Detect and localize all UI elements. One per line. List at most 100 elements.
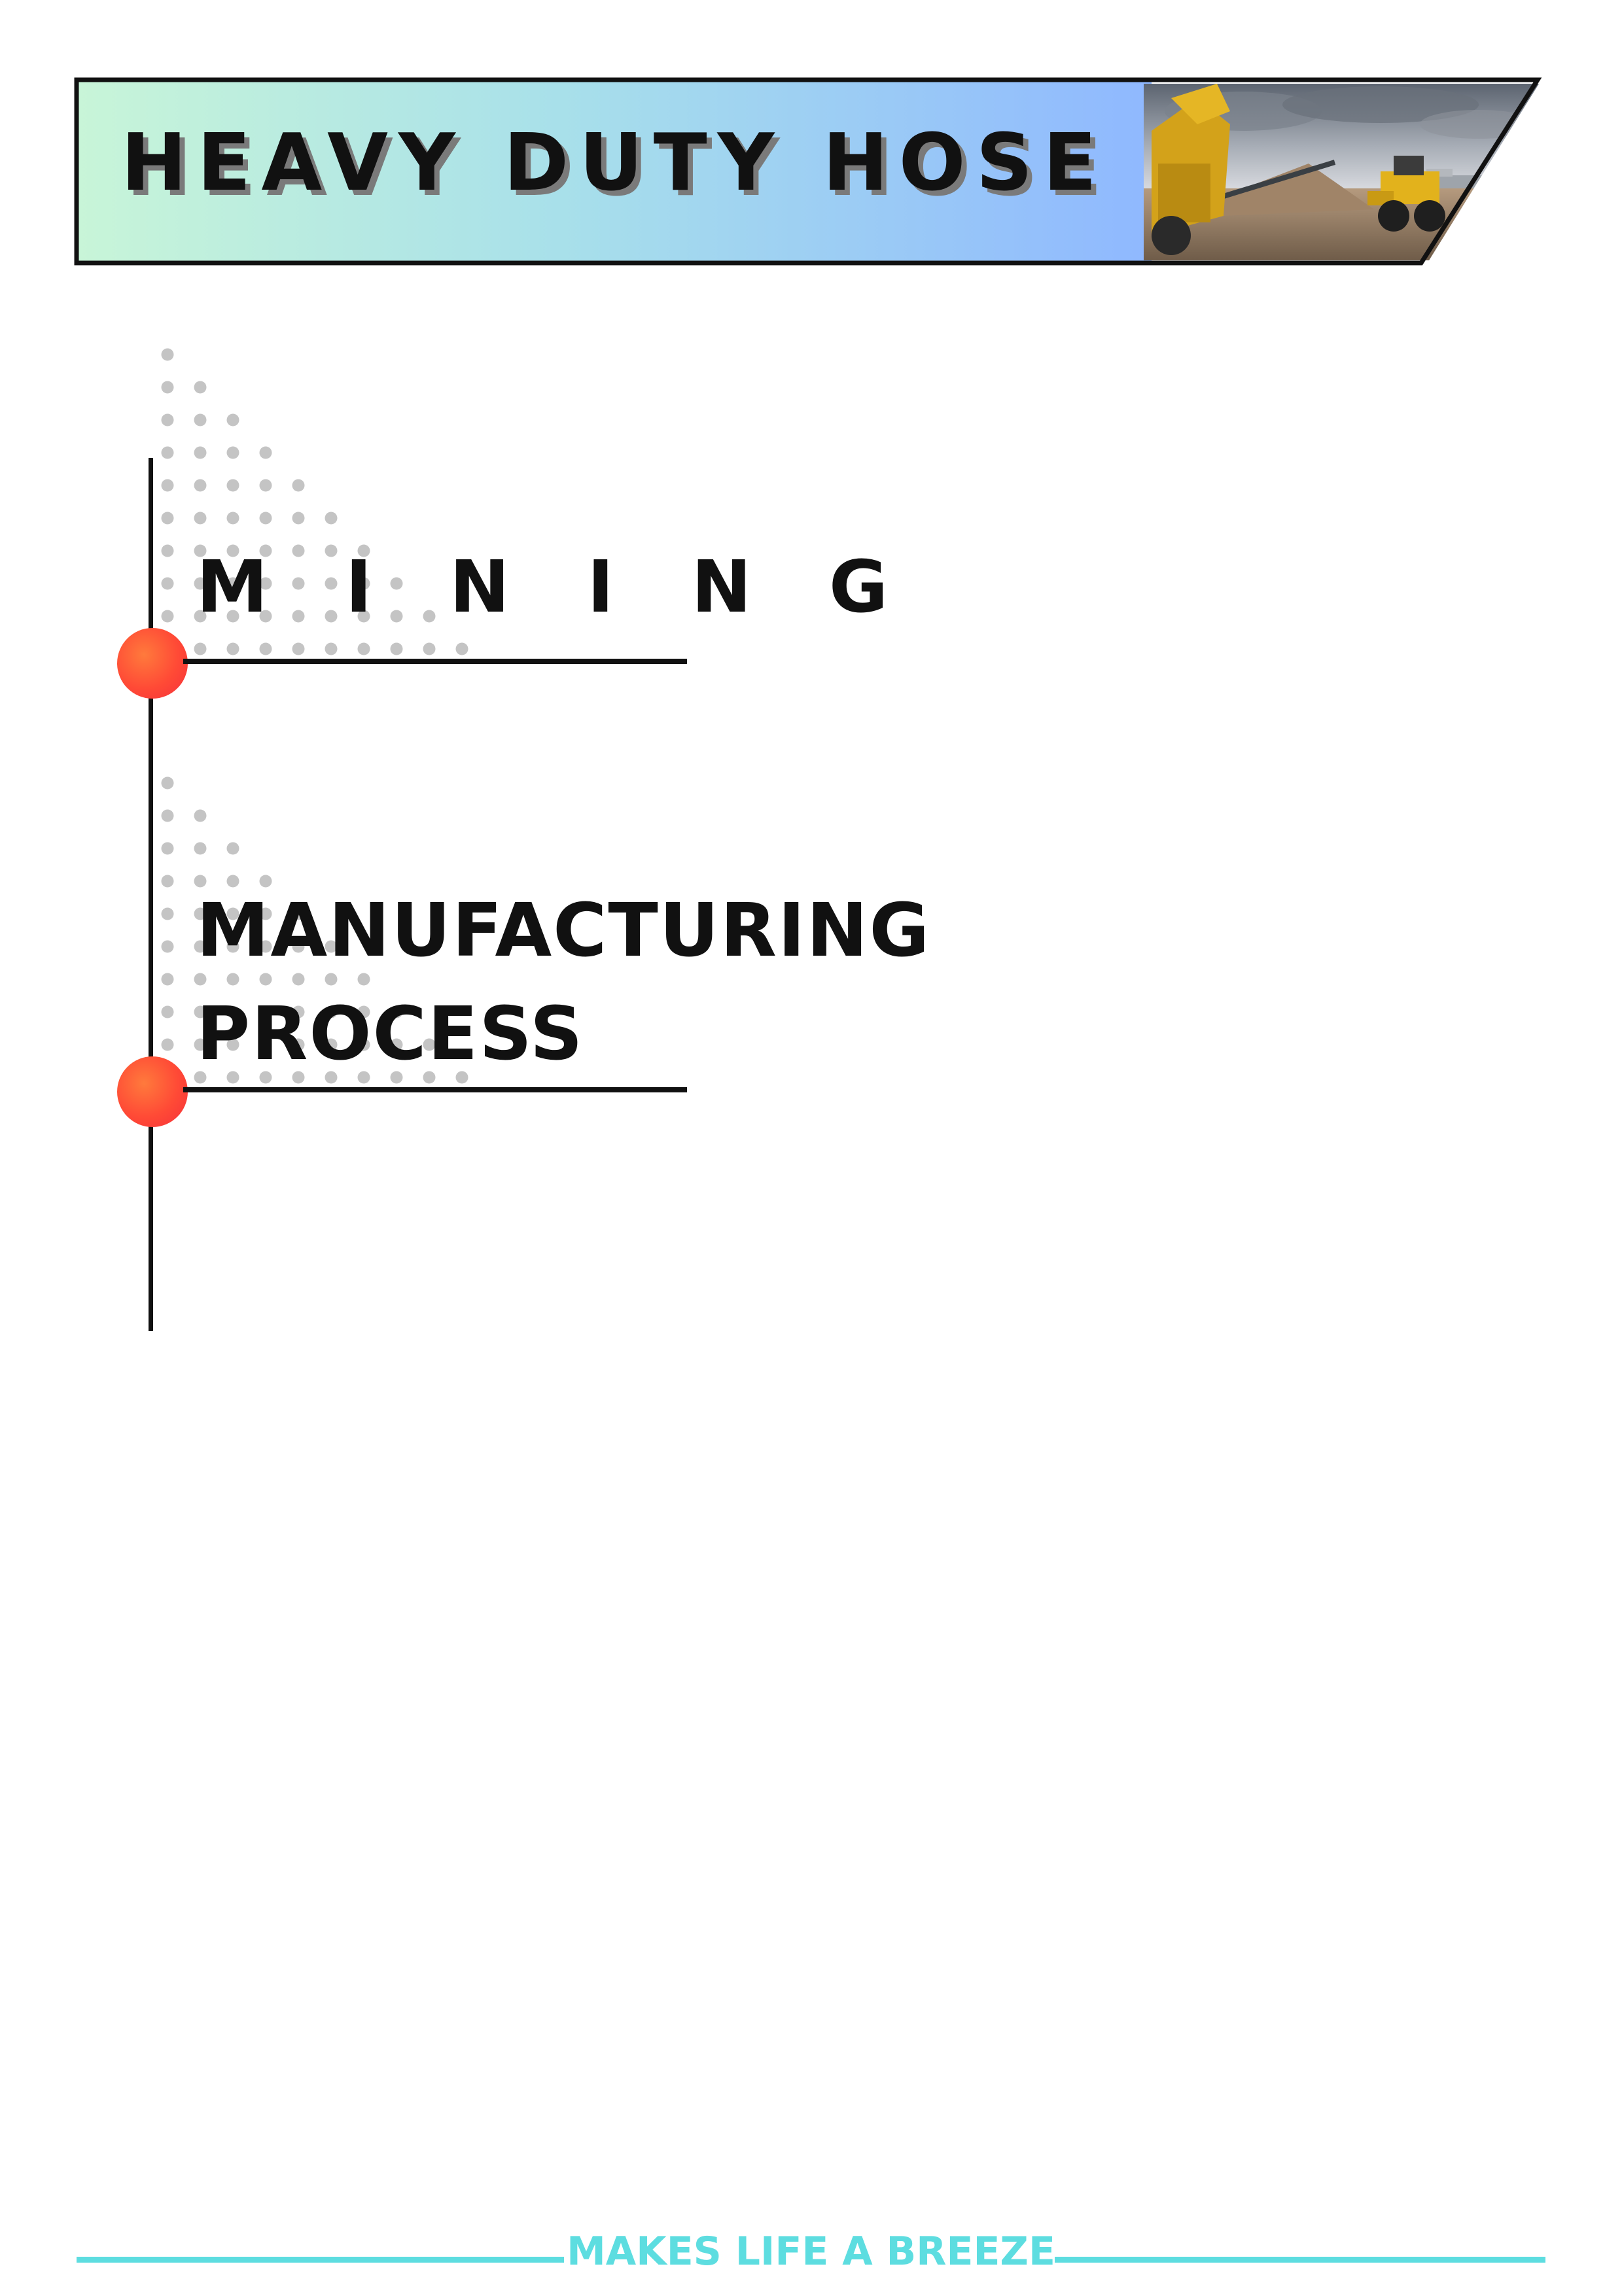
pattern-dot: [161, 610, 174, 623]
pattern-dot: [194, 842, 207, 855]
pattern-dot: [325, 1005, 338, 1018]
section-title-line-2: PROCESS: [196, 992, 584, 1077]
pattern-dot: [194, 413, 207, 426]
pattern-dot: [259, 1038, 272, 1051]
pattern-dot: [357, 1038, 370, 1051]
pattern-dot: [226, 642, 239, 655]
pattern-dot: [226, 1071, 239, 1084]
pattern-dot: [292, 940, 305, 953]
pattern-dot: [161, 479, 174, 492]
section-title-mining: M I N I N G: [196, 545, 915, 629]
pattern-dot: [357, 577, 370, 590]
pattern-dot: [161, 907, 174, 920]
page-title: HEAVY DUTY HOSE: [121, 118, 1108, 209]
section-rule-manufacturing: [183, 1087, 687, 1092]
pattern-dot: [194, 907, 207, 920]
pattern-dot: [292, 512, 305, 525]
pattern-dot: [357, 610, 370, 623]
pattern-dot: [325, 642, 338, 655]
pattern-dot: [226, 907, 239, 920]
pattern-dot: [325, 1038, 338, 1051]
pattern-dot: [259, 1071, 272, 1084]
pattern-dot: [292, 973, 305, 986]
pattern-dot: [455, 642, 468, 655]
pattern-dot: [357, 544, 370, 557]
pattern-dot: [390, 1038, 403, 1051]
pattern-dot: [226, 1005, 239, 1018]
pattern-dot: [325, 1071, 338, 1084]
pattern-dot: [194, 544, 207, 557]
pattern-dot: [455, 1071, 468, 1084]
pattern-dot: [226, 973, 239, 986]
pattern-dot: [226, 940, 239, 953]
pattern-dot: [423, 1038, 436, 1051]
pattern-dot: [259, 940, 272, 953]
pattern-dot: [325, 512, 338, 525]
timeline-marker-manufacturing: [117, 1056, 188, 1127]
pattern-dot: [226, 610, 239, 623]
pattern-dot: [194, 512, 207, 525]
pattern-dot: [161, 446, 174, 459]
construction-site-photo: [1144, 84, 1539, 260]
pattern-dot: [325, 610, 338, 623]
pattern-dot: [292, 1005, 305, 1018]
pattern-dot: [194, 479, 207, 492]
timeline-line: [149, 458, 153, 1331]
pattern-dot: [226, 544, 239, 557]
timeline-marker-mining: [117, 628, 188, 699]
pattern-dot: [292, 1038, 305, 1051]
pattern-dot: [161, 875, 174, 888]
pattern-dot: [194, 1071, 207, 1084]
pattern-dot: [161, 973, 174, 986]
pattern-dot: [423, 1071, 436, 1084]
dot-pattern-manufacturing: [161, 776, 468, 1084]
section-title-manufacturing: MANUFACTURING PROCESS: [196, 879, 930, 1086]
pattern-dot: [390, 642, 403, 655]
pattern-dot: [194, 973, 207, 986]
pattern-dot: [194, 642, 207, 655]
pattern-dot: [292, 479, 305, 492]
pattern-dot: [390, 610, 403, 623]
pattern-dot: [194, 1005, 207, 1018]
pattern-dot: [161, 577, 174, 590]
pattern-dot: [390, 577, 403, 590]
pattern-dot: [194, 446, 207, 459]
pattern-dot: [292, 907, 305, 920]
pattern-dot: [325, 940, 338, 953]
pattern-dot: [325, 973, 338, 986]
pattern-dot: [161, 413, 174, 426]
pattern-dot: [259, 973, 272, 986]
dot-pattern-mining: [161, 348, 468, 655]
pattern-dot: [161, 1038, 174, 1051]
pattern-dot: [325, 577, 338, 590]
pattern-dot: [259, 479, 272, 492]
pattern-dot: [226, 577, 239, 590]
header-banner: HEAVY DUTY HOSE: [0, 0, 1622, 275]
pattern-dot: [226, 875, 239, 888]
pattern-dot: [194, 1038, 207, 1051]
pattern-dot: [194, 875, 207, 888]
section-title-line-1: MANUFACTURING: [196, 888, 931, 973]
pattern-dot: [259, 512, 272, 525]
pattern-dot: [226, 512, 239, 525]
pattern-dot: [259, 610, 272, 623]
pattern-dot: [357, 1005, 370, 1018]
pattern-dot: [161, 348, 174, 361]
pattern-dot: [161, 842, 174, 855]
pattern-dot: [390, 1071, 403, 1084]
pattern-dot: [161, 809, 174, 822]
pattern-dot: [161, 940, 174, 953]
pattern-dot: [226, 1038, 239, 1051]
pattern-dot: [194, 577, 207, 590]
pattern-dot: [292, 544, 305, 557]
pattern-dot: [226, 842, 239, 855]
pattern-dot: [226, 446, 239, 459]
pattern-dot: [259, 875, 272, 888]
footer-rule-right: [1055, 2257, 1545, 2263]
pattern-dot: [161, 512, 174, 525]
section-rule-mining: [183, 659, 687, 664]
pattern-dot: [194, 381, 207, 394]
pattern-dot: [259, 577, 272, 590]
pattern-dot: [357, 973, 370, 986]
pattern-dot: [390, 1005, 403, 1018]
